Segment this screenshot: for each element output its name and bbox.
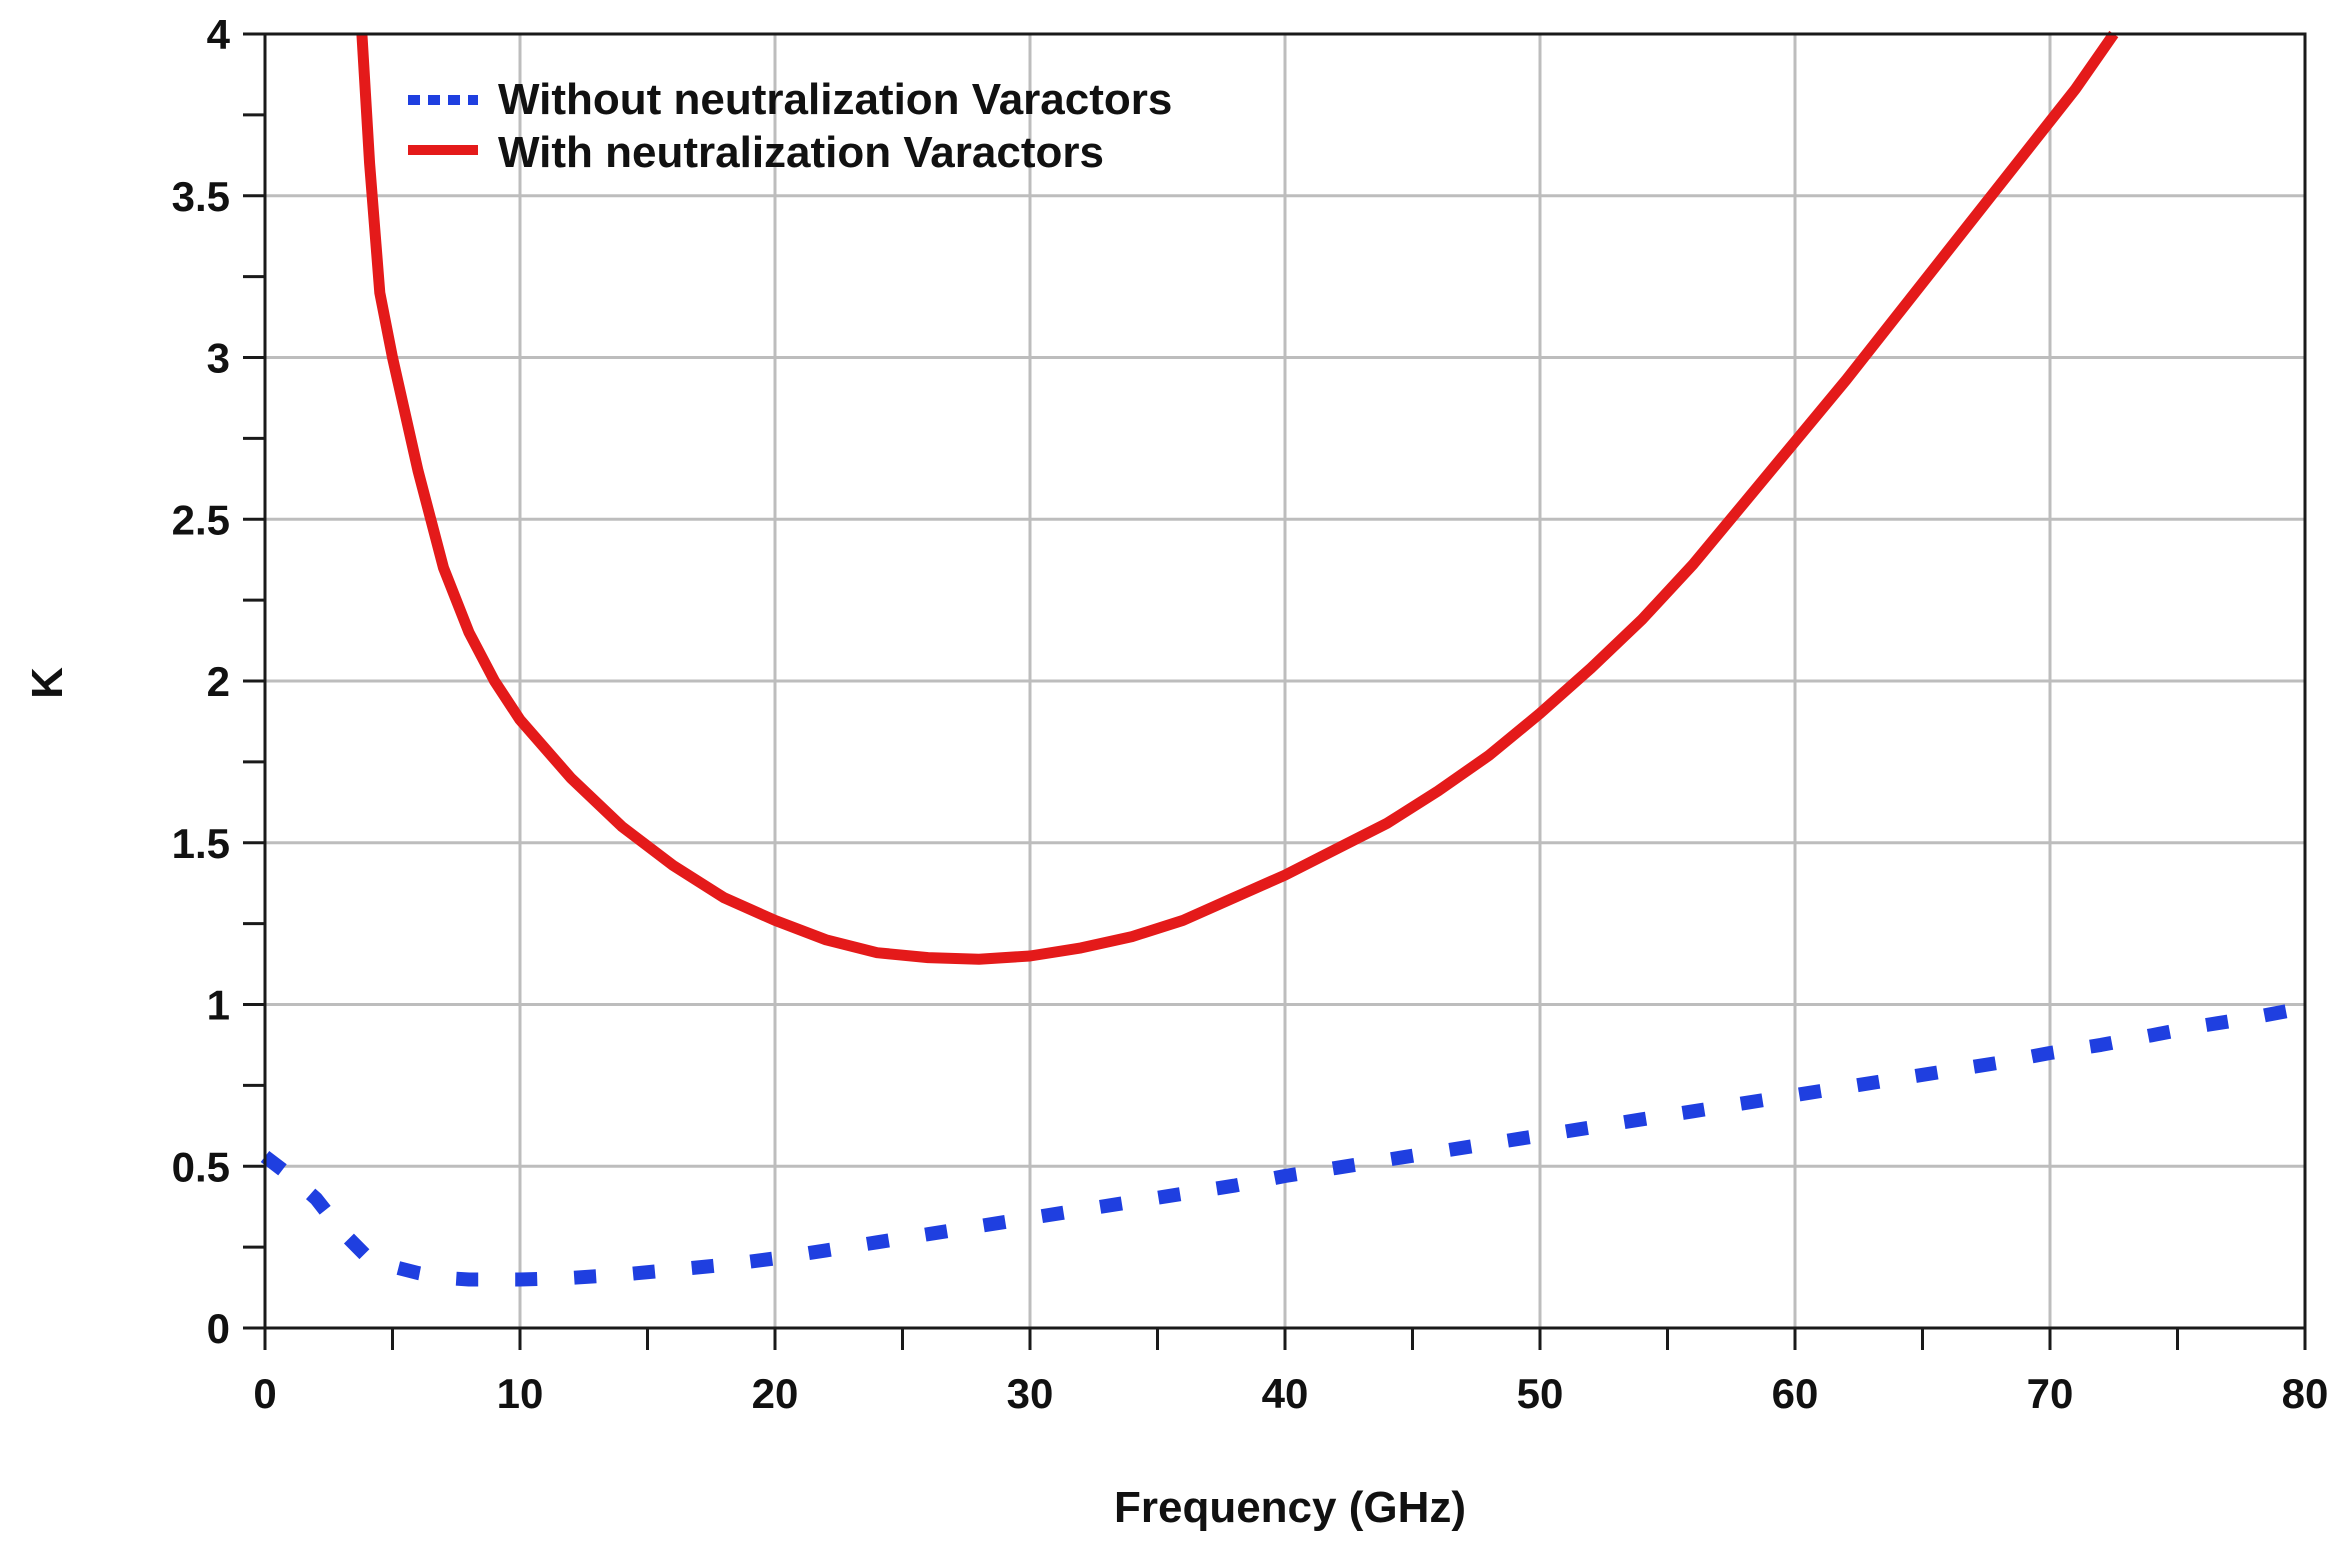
x-tick-label: 40 (1262, 1370, 1309, 1417)
x-tick-label: 60 (1772, 1370, 1819, 1417)
x-tick-label: 80 (2282, 1370, 2329, 1417)
y-tick-label: 4 (207, 11, 231, 58)
x-axis-title: Frequency (GHz) (1114, 1483, 1466, 1532)
y-tick-label: 1 (207, 982, 230, 1029)
y-tick-label: 0 (207, 1305, 230, 1352)
legend: Without neutralization Varactors With ne… (408, 75, 1172, 177)
y-tick-label: 2.5 (172, 496, 230, 543)
x-tick-label: 50 (1517, 1370, 1564, 1417)
series-line-without-varactors (260, 1000, 2307, 1287)
legend-label-without: Without neutralization Varactors (498, 75, 1172, 124)
y-tick-labels: 0 0.5 1 1.5 2 2.5 3 3.5 4 (172, 11, 231, 1352)
plot-frame (263, 32, 2307, 1330)
x-tick-label: 70 (2027, 1370, 2074, 1417)
y-tick-label: 3.5 (172, 173, 230, 220)
legend-label-with: With neutralization Varactors (498, 128, 1104, 177)
x-tick-labels: 0 10 20 30 40 50 60 70 80 (253, 1370, 2328, 1417)
y-tick-label: 0.5 (172, 1143, 230, 1190)
y-tick-label: 2 (207, 658, 230, 705)
x-tick-label: 30 (1007, 1370, 1054, 1417)
series-line-with-varactors (356, 30, 2119, 965)
x-tick-label: 0 (253, 1370, 276, 1417)
series-layer (260, 30, 2307, 1287)
grid-lines (265, 34, 2305, 1328)
y-tick-label: 1.5 (172, 820, 230, 867)
y-tick-label: 3 (207, 335, 230, 382)
y-axis-title: K (23, 667, 72, 699)
minor-ticks (243, 32, 2307, 1350)
x-tick-label: 10 (497, 1370, 544, 1417)
x-tick-label: 20 (752, 1370, 799, 1417)
